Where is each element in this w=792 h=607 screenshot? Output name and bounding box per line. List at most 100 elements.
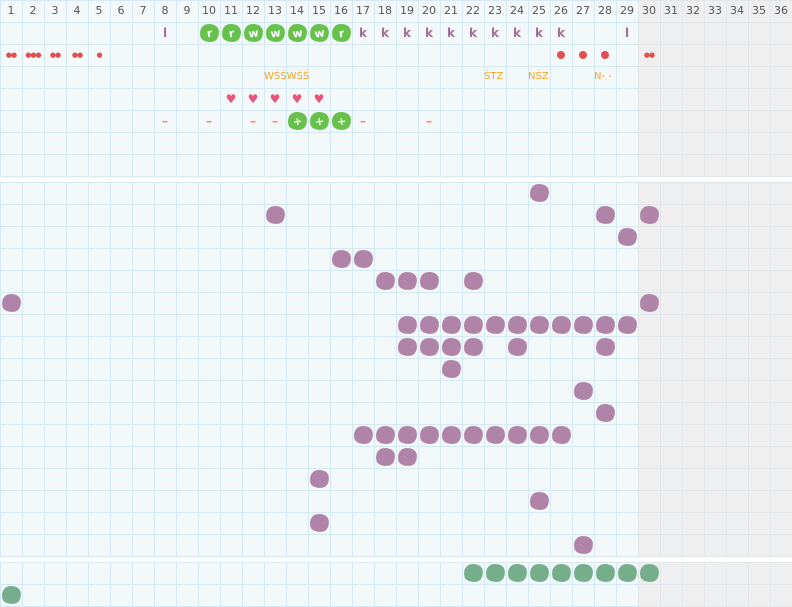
day-column-header[interactable]: 2: [29, 4, 37, 17]
purple-marker-cell[interactable]: [418, 424, 440, 446]
day-column-header[interactable]: 9: [183, 4, 191, 17]
purple-marker-cell[interactable]: [528, 314, 550, 336]
day-column-header[interactable]: 8: [161, 4, 169, 17]
dash-marker[interactable]: –: [154, 110, 176, 132]
day-column-header[interactable]: 26: [554, 4, 568, 17]
purple-marker-cell[interactable]: [462, 270, 484, 292]
purple-marker-cell[interactable]: [462, 424, 484, 446]
drops-marker[interactable]: ●●: [0, 44, 22, 66]
green-marker-cell[interactable]: r: [330, 22, 352, 44]
day-column-header[interactable]: 28: [598, 4, 612, 17]
purple-marker-cell[interactable]: [396, 424, 418, 446]
dot-marker[interactable]: [594, 44, 616, 66]
day-column-header[interactable]: 23: [488, 4, 502, 17]
purple-marker-cell[interactable]: [440, 358, 462, 380]
purple-marker-cell[interactable]: [528, 182, 550, 204]
note-label[interactable]: NŚZ: [528, 71, 549, 82]
purple-marker-cell[interactable]: [396, 314, 418, 336]
purple-marker-cell[interactable]: [594, 336, 616, 358]
day-column-header[interactable]: 12: [246, 4, 260, 17]
drops-marker[interactable]: ●●: [66, 44, 88, 66]
day-column-header[interactable]: 22: [466, 4, 480, 17]
day-column-header[interactable]: 17: [356, 4, 370, 17]
letter-marker[interactable]: k: [506, 22, 528, 44]
day-column-header[interactable]: 30: [642, 4, 656, 17]
letter-marker[interactable]: k: [418, 22, 440, 44]
purple-marker-cell[interactable]: [616, 226, 638, 248]
day-column-header[interactable]: 15: [312, 4, 326, 17]
day-column-header[interactable]: 27: [576, 4, 590, 17]
teal-marker-cell[interactable]: [0, 584, 22, 606]
purple-marker-cell[interactable]: [550, 314, 572, 336]
purple-marker-cell[interactable]: [396, 446, 418, 468]
purple-marker-cell[interactable]: [330, 248, 352, 270]
letter-marker[interactable]: k: [462, 22, 484, 44]
drops-marker[interactable]: ●●●: [22, 44, 44, 66]
note-label[interactable]: N- -: [594, 71, 612, 82]
teal-marker-cell[interactable]: [616, 562, 638, 584]
purple-marker-cell[interactable]: [506, 424, 528, 446]
letter-marker[interactable]: l: [154, 22, 176, 44]
day-column-header[interactable]: 21: [444, 4, 458, 17]
purple-marker-cell[interactable]: [594, 204, 616, 226]
purple-marker-cell[interactable]: [638, 292, 660, 314]
heart-marker[interactable]: ♥: [308, 88, 330, 110]
letter-marker[interactable]: k: [484, 22, 506, 44]
day-column-header[interactable]: 29: [620, 4, 634, 17]
green-plus-marker-cell[interactable]: +: [330, 110, 352, 132]
purple-marker-cell[interactable]: [528, 490, 550, 512]
day-column-header[interactable]: 4: [73, 4, 81, 17]
purple-marker-cell[interactable]: [396, 336, 418, 358]
dash-marker[interactable]: –: [198, 110, 220, 132]
teal-marker-cell[interactable]: [462, 562, 484, 584]
teal-marker-cell[interactable]: [594, 562, 616, 584]
green-marker-cell[interactable]: w: [264, 22, 286, 44]
purple-marker-cell[interactable]: [594, 314, 616, 336]
purple-marker-cell[interactable]: [352, 424, 374, 446]
purple-marker-cell[interactable]: [418, 314, 440, 336]
drops-marker[interactable]: ●●: [638, 44, 660, 66]
day-column-header[interactable]: 31: [664, 4, 678, 17]
letter-marker[interactable]: k: [352, 22, 374, 44]
day-column-header[interactable]: 1: [7, 4, 15, 17]
purple-marker-cell[interactable]: [0, 292, 22, 314]
day-column-header[interactable]: 6: [117, 4, 125, 17]
day-column-header[interactable]: 34: [730, 4, 744, 17]
purple-marker-cell[interactable]: [484, 314, 506, 336]
purple-marker-cell[interactable]: [638, 204, 660, 226]
purple-marker-cell[interactable]: [440, 314, 462, 336]
green-marker-cell[interactable]: w: [308, 22, 330, 44]
letter-marker[interactable]: k: [374, 22, 396, 44]
purple-marker-cell[interactable]: [572, 314, 594, 336]
green-marker-cell[interactable]: w: [242, 22, 264, 44]
purple-marker-cell[interactable]: [264, 204, 286, 226]
heart-marker[interactable]: ♥: [220, 88, 242, 110]
letter-marker[interactable]: k: [550, 22, 572, 44]
note-label[interactable]: WŚŚWŚŚ: [264, 71, 310, 82]
day-column-header[interactable]: 19: [400, 4, 414, 17]
day-column-header[interactable]: 13: [268, 4, 282, 17]
dash-marker[interactable]: –: [264, 110, 286, 132]
green-marker-cell[interactable]: r: [220, 22, 242, 44]
day-column-header[interactable]: 35: [752, 4, 766, 17]
purple-marker-cell[interactable]: [462, 336, 484, 358]
teal-marker-cell[interactable]: [506, 562, 528, 584]
day-column-header[interactable]: 25: [532, 4, 546, 17]
day-column-header[interactable]: 11: [224, 4, 238, 17]
dash-marker[interactable]: –: [242, 110, 264, 132]
letter-marker[interactable]: k: [440, 22, 462, 44]
purple-marker-cell[interactable]: [572, 534, 594, 556]
day-column-header[interactable]: 3: [51, 4, 59, 17]
note-label[interactable]: ŚTZ: [484, 71, 504, 82]
purple-marker-cell[interactable]: [418, 336, 440, 358]
purple-marker-cell[interactable]: [572, 380, 594, 402]
teal-marker-cell[interactable]: [638, 562, 660, 584]
day-column-header[interactable]: 18: [378, 4, 392, 17]
teal-marker-cell[interactable]: [550, 562, 572, 584]
day-column-header[interactable]: 7: [139, 4, 147, 17]
heart-marker[interactable]: ♥: [264, 88, 286, 110]
purple-marker-cell[interactable]: [374, 424, 396, 446]
purple-marker-cell[interactable]: [418, 270, 440, 292]
letter-marker[interactable]: k: [528, 22, 550, 44]
purple-marker-cell[interactable]: [440, 424, 462, 446]
